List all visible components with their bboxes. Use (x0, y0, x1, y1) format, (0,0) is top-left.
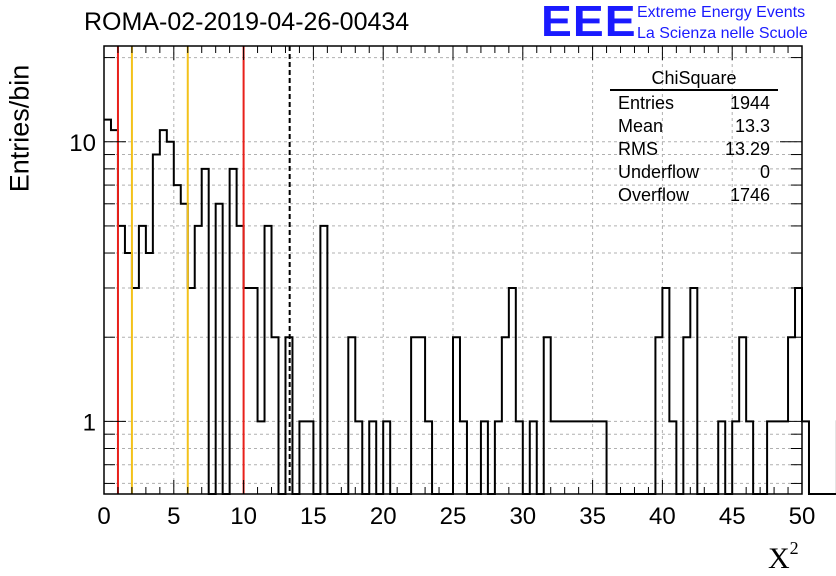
eee-logo: EEE (541, 0, 637, 46)
stats-box: ChiSquare Entries 1944 Mean 13.3 RMS 13.29 … (610, 66, 778, 207)
logo-subtitle-line-2: La Scienza nelle Scuole (637, 25, 808, 42)
x-tick-label: 40 (649, 503, 676, 530)
run-title: ROMA-02-2019-04-26-00434 (84, 8, 410, 36)
stats-title: ChiSquare (610, 66, 778, 91)
stats-row-entries: Entries 1944 (618, 93, 770, 113)
x-tick-label: 45 (719, 503, 746, 530)
x-tick-label: 5 (167, 503, 180, 530)
y-tick-label: 10 (69, 130, 96, 157)
y-axis-label: Entries/bin (4, 64, 35, 193)
x-tick-label: 0 (97, 503, 110, 530)
x-tick-label: 50 (789, 503, 816, 530)
stats-row-underflow: Underflow 0 (618, 162, 770, 182)
y-tick-label: 1 (83, 409, 96, 436)
x-tick-label: 15 (300, 503, 327, 530)
stats-row-overflow: Overflow 1746 (618, 185, 770, 205)
x-tick-label: 10 (230, 503, 257, 530)
x-axis-label: Χ2 (768, 538, 799, 575)
x-tick-label: 30 (509, 503, 536, 530)
x-tick-label: 25 (440, 503, 467, 530)
x-tick-label: 20 (370, 503, 397, 530)
x-tick-label: 35 (579, 503, 606, 530)
logo-subtitle-line-1: Extreme Energy Events (637, 4, 806, 21)
stats-row-mean: Mean 13.3 (618, 116, 770, 136)
stats-row-rms: RMS 13.29 (618, 139, 770, 159)
histogram-line (104, 118, 836, 495)
